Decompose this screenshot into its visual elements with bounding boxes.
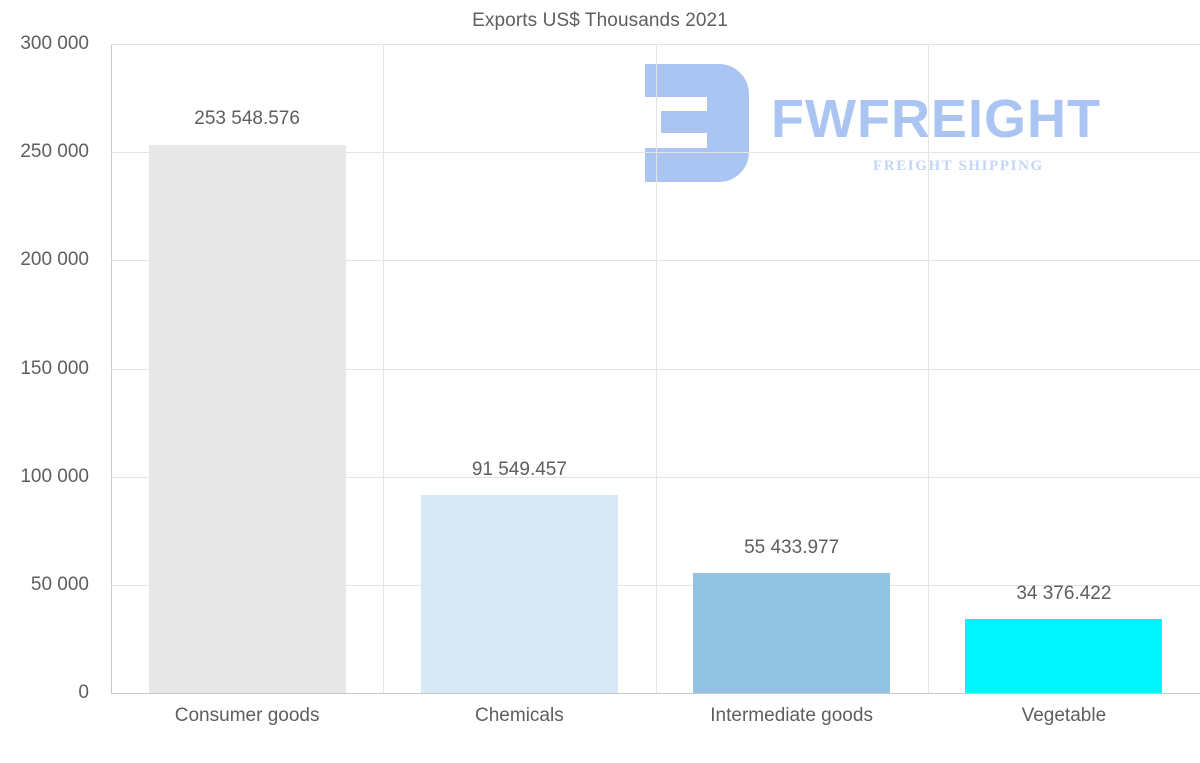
y-axis-tick-label: 200 000 xyxy=(20,249,89,271)
chart-title: Exports US$ Thousands 2021 xyxy=(472,10,728,31)
bar-value-label: 91 549.457 xyxy=(471,458,567,480)
gridline xyxy=(111,260,1200,262)
bar-value-label: 253 548.576 xyxy=(194,108,300,130)
axis-baseline xyxy=(111,693,1200,694)
bar-value-label: 34 376.422 xyxy=(1016,582,1112,604)
bar-value-label: 55 433.977 xyxy=(744,537,840,559)
bar[interactable] xyxy=(965,618,1163,693)
category-label: Vegetable xyxy=(1021,705,1107,726)
y-axis-tick-label: 0 xyxy=(78,682,89,703)
category-label: Consumer goods xyxy=(174,705,320,726)
gridline xyxy=(111,44,1200,45)
bar[interactable] xyxy=(693,573,891,693)
bar[interactable] xyxy=(420,494,618,693)
y-axis-tick-label: 250 000 xyxy=(20,141,89,163)
y-axis-tick-label: 150 000 xyxy=(20,357,89,379)
gridline xyxy=(111,368,1200,370)
y-axis-tick-label: 100 000 xyxy=(20,465,89,487)
bar[interactable] xyxy=(148,144,346,693)
gridline xyxy=(111,584,1200,586)
category-divider xyxy=(656,44,657,693)
gridline xyxy=(111,476,1200,478)
y-axis-tick-label: 300 000 xyxy=(20,33,89,54)
category-label: Chemicals xyxy=(475,705,564,726)
category-label: Intermediate goods xyxy=(710,705,873,726)
y-axis-tick-label: 50 000 xyxy=(30,573,89,595)
category-divider xyxy=(383,44,384,693)
plot-area xyxy=(111,44,1200,694)
category-divider xyxy=(928,44,929,693)
